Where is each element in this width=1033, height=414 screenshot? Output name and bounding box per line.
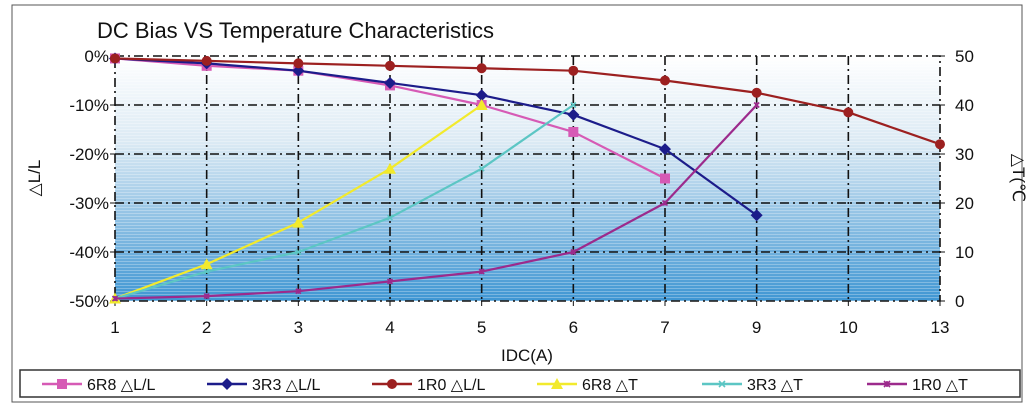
legend-label: 3R3 △T	[747, 377, 803, 394]
y-left-tick-label: -30%	[69, 194, 109, 213]
y-right-tick-label: 20	[955, 194, 974, 213]
legend-item: 1R0 △T	[867, 377, 968, 394]
data-point	[385, 60, 395, 71]
data-point	[751, 87, 762, 98]
y-right-axis-title: △T(℃	[1009, 154, 1028, 202]
data-point	[384, 76, 396, 89]
x-tick-label: 10	[839, 318, 858, 337]
data-point	[293, 58, 304, 69]
data-point	[753, 101, 760, 109]
data-point	[111, 295, 119, 302]
legend-item: 3R3 △T	[702, 377, 803, 394]
y-left-tick-label: -10%	[69, 96, 109, 115]
legend-label: 1R0 △T	[912, 377, 968, 394]
data-point	[660, 173, 670, 184]
data-point	[478, 165, 485, 172]
x-tick-label: 4	[385, 318, 394, 337]
chart-frame	[11, 4, 1023, 403]
series-3	[110, 53, 945, 150]
legend-label: 6R8 △T	[582, 377, 638, 394]
data-point	[200, 258, 213, 270]
series-6	[111, 101, 760, 302]
plot-background	[115, 56, 940, 301]
y-left-tick-label: -20%	[69, 145, 109, 164]
legend-label: 3R3 △L/L	[252, 377, 320, 394]
data-point	[475, 99, 488, 110]
series-line	[114, 57, 758, 217]
legend-marker	[57, 379, 67, 389]
y-left-tick-label: -50%	[69, 292, 109, 311]
data-point	[386, 278, 394, 285]
legend-marker	[551, 378, 563, 389]
data-point	[292, 64, 305, 77]
legend-item: 6R8 △L/L	[42, 377, 155, 394]
data-point	[661, 199, 669, 207]
y-right-tick-label: 10	[955, 243, 974, 262]
x-tick-label: 5	[477, 318, 486, 337]
legend-marker	[883, 380, 891, 388]
data-point	[386, 214, 394, 221]
y-right-tick-label: 40	[955, 96, 974, 115]
x-tick-label: 13	[931, 318, 950, 337]
y-right-tick-label: 50	[955, 47, 974, 66]
x-tick-label: 6	[569, 318, 578, 337]
data-point	[203, 268, 210, 275]
legend: 6R8 △L/L 3R3 △L/L 1R0 △L/L 6R8 △T 3R3 △T 1R0 …	[42, 377, 968, 394]
y-right-tick-label: 30	[955, 145, 974, 164]
x-tick-label: 1	[110, 318, 119, 337]
x-tick-label: 2	[202, 318, 211, 337]
y-left-axis-title: △L/L	[25, 160, 44, 197]
legend-marker	[221, 378, 233, 390]
data-point	[478, 268, 485, 275]
data-point	[295, 288, 302, 295]
legend-marker	[718, 380, 726, 388]
data-point	[568, 126, 579, 137]
data-point	[568, 65, 579, 76]
x-axis-title: IDC(A)	[501, 346, 553, 365]
x-tick-label: 3	[294, 318, 303, 337]
legend-box	[19, 369, 1021, 398]
series-line	[114, 57, 941, 146]
y-left-tick-label: -40%	[69, 243, 109, 262]
data-point	[110, 53, 120, 64]
data-point	[203, 293, 210, 300]
legend-item: 3R3 △L/L	[207, 377, 320, 394]
data-point	[935, 139, 945, 150]
data-point	[660, 75, 670, 86]
y-right-tick-label: 0	[955, 292, 964, 311]
series-layer	[109, 52, 945, 304]
plot-border	[114, 55, 941, 302]
series-4	[109, 99, 488, 304]
legend-marker	[387, 379, 397, 389]
data-point	[567, 108, 580, 121]
legend-label: 1R0 △L/L	[417, 377, 485, 394]
data-point	[201, 55, 212, 66]
data-point	[570, 248, 577, 256]
x-tick-label: 7	[660, 318, 669, 337]
data-point	[570, 101, 577, 109]
data-point	[295, 248, 302, 256]
x-tick-label: 9	[752, 318, 761, 337]
data-point	[843, 107, 854, 118]
legend-item: 6R8 △T	[537, 377, 638, 394]
series-line	[114, 104, 574, 300]
y-left-tick-label: 0%	[84, 47, 109, 66]
chart-title: DC Bias VS Temperature Characteristics	[97, 18, 494, 43]
data-point	[476, 63, 487, 74]
data-point	[292, 216, 305, 228]
series-line	[114, 104, 758, 300]
data-point	[750, 209, 763, 222]
legend-label: 6R8 △L/L	[87, 377, 155, 394]
data-point	[475, 89, 488, 102]
data-point	[384, 162, 396, 174]
legend-item: 1R0 △L/L	[372, 377, 485, 394]
axes: 1 2 3 4 5 6 7 9 10 13 0% -10% -20% -30% -40% -50% 50 40 30…	[69, 47, 974, 337]
data-point	[659, 143, 671, 156]
